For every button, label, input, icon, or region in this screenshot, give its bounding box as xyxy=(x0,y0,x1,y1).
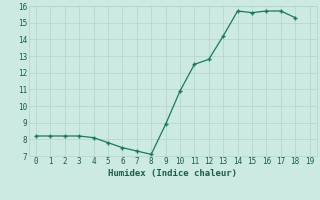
X-axis label: Humidex (Indice chaleur): Humidex (Indice chaleur) xyxy=(108,169,237,178)
